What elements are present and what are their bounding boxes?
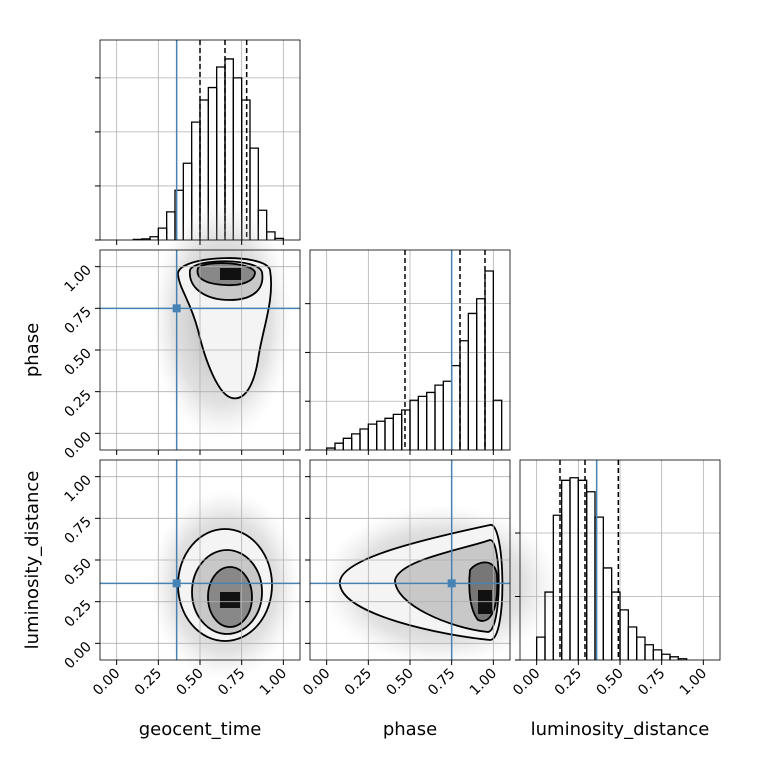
hist-step [602,567,613,660]
y-axis-label: luminosity_distance [22,471,43,650]
hist-step [342,437,353,450]
truth-point [447,579,456,588]
hist-step [661,653,671,660]
y-tick-label: 0.75 [61,304,94,337]
hist-step [652,649,663,660]
hist-step [569,477,579,660]
hist-step [359,428,369,450]
y-tick-label: 0.00 [61,429,94,462]
hist-step [536,636,546,660]
y-tick-label: 0.50 [61,556,94,589]
hist-step [611,591,621,660]
hist-step [351,433,361,450]
y-axis-label: phase [22,323,43,377]
y-tick-label: 0.25 [61,387,94,420]
x-tick-label: 0.00 [510,666,543,699]
x-axis-label: luminosity_distance [531,719,710,740]
hist-step [249,147,259,240]
y-tick-label: 0.25 [61,597,94,630]
hist-step [669,656,679,660]
hist-step [467,312,478,450]
y-tick-label: 0.50 [61,346,94,379]
hist-step [619,609,629,660]
density-lum-geocent [150,490,300,680]
hist-step [459,340,469,450]
x-tick-label: 1.00 [677,666,710,699]
x-tick-label: 0.25 [342,666,375,699]
hist-step [334,442,344,450]
hist-step [417,395,428,450]
y-tick-label: 1.00 [61,262,94,295]
hist-step [476,298,486,450]
x-tick-label: 0.75 [635,666,668,699]
hist-step [492,399,503,450]
hist-step [274,237,284,240]
hist-step [442,380,453,450]
density-phase-geocent [152,200,292,440]
x-axis-label: phase [383,719,437,740]
hist-step [149,236,159,240]
x-tick-label: 0.00 [300,666,333,699]
hist-step [434,384,444,450]
hist-step [636,636,646,660]
hist-step [409,399,419,450]
hist-step [451,364,461,450]
y-tick-label: 0.00 [61,639,94,672]
y-tick-label: 1.00 [61,472,94,505]
hist-step [401,409,411,450]
hist-step [586,491,596,660]
hist-step [577,479,588,660]
x-tick-label: 0.50 [593,666,626,699]
hist-step [484,270,494,450]
x-axis-label: geocent_time [139,719,262,740]
truth-point [172,304,181,313]
x-tick-label: 1.00 [257,666,290,699]
density-lum-phase [320,505,560,665]
truth-point [172,579,181,588]
hist-step [392,413,403,450]
hist-step [367,423,378,450]
hist-step [627,626,638,660]
hist-step [384,417,394,450]
x-tick-label: 0.75 [425,666,458,699]
hist-step [644,644,654,660]
x-tick-label: 0.25 [552,666,585,699]
x-tick-label: 0.25 [132,666,165,699]
hist-step [376,420,386,450]
x-tick-label: 1.00 [467,666,500,699]
hist-step [677,658,688,660]
x-tick-label: 0.00 [90,666,123,699]
hist-step [157,227,168,240]
x-tick-label: 0.50 [383,666,416,699]
hist-step [561,479,571,660]
y-tick-label: 0.75 [61,514,94,547]
